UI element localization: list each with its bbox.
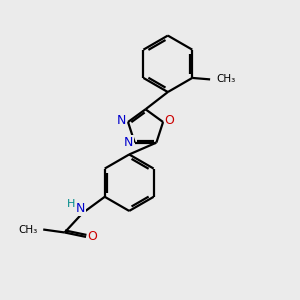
Text: O: O <box>88 230 98 243</box>
Text: O: O <box>165 114 175 127</box>
Text: N: N <box>124 136 133 149</box>
Text: CH₃: CH₃ <box>217 74 236 84</box>
Text: CH₃: CH₃ <box>19 224 38 235</box>
Text: H: H <box>67 199 75 208</box>
Text: N: N <box>117 114 126 127</box>
Text: N: N <box>75 202 85 215</box>
